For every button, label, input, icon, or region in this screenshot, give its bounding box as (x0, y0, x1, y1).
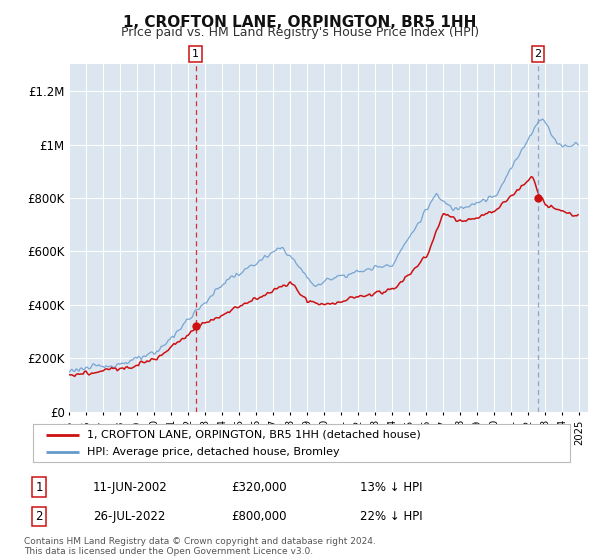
Text: £800,000: £800,000 (231, 510, 287, 523)
Text: This data is licensed under the Open Government Licence v3.0.: This data is licensed under the Open Gov… (24, 547, 313, 556)
Text: 26-JUL-2022: 26-JUL-2022 (93, 510, 166, 523)
Text: 13% ↓ HPI: 13% ↓ HPI (360, 480, 422, 494)
Text: HPI: Average price, detached house, Bromley: HPI: Average price, detached house, Brom… (87, 447, 340, 458)
Text: 22% ↓ HPI: 22% ↓ HPI (360, 510, 422, 523)
Text: 2: 2 (35, 510, 43, 523)
Text: £320,000: £320,000 (231, 480, 287, 494)
Text: 1: 1 (192, 49, 199, 59)
Text: 11-JUN-2002: 11-JUN-2002 (93, 480, 168, 494)
Text: 1, CROFTON LANE, ORPINGTON, BR5 1HH: 1, CROFTON LANE, ORPINGTON, BR5 1HH (124, 15, 476, 30)
Text: 1, CROFTON LANE, ORPINGTON, BR5 1HH (detached house): 1, CROFTON LANE, ORPINGTON, BR5 1HH (det… (87, 430, 421, 440)
Text: Contains HM Land Registry data © Crown copyright and database right 2024.: Contains HM Land Registry data © Crown c… (24, 537, 376, 546)
Text: Price paid vs. HM Land Registry's House Price Index (HPI): Price paid vs. HM Land Registry's House … (121, 26, 479, 39)
Text: 1: 1 (35, 480, 43, 494)
Text: 2: 2 (535, 49, 542, 59)
